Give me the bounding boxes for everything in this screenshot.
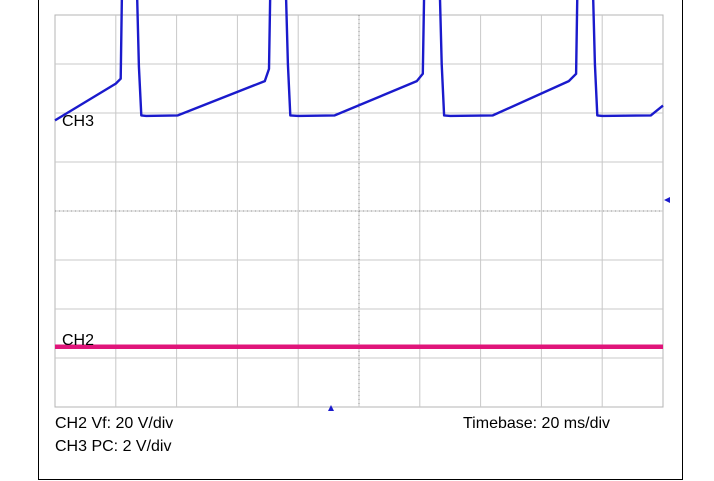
ch2-label: CH2 [62, 332, 95, 349]
trace-ch3 [54, 0, 664, 122]
figure-frame [38, 0, 683, 480]
ch3-scale-text: CH3 PC: 2 V/div [55, 438, 172, 455]
ch3-label: CH3 [62, 113, 95, 130]
traces [54, 0, 664, 349]
timebase-text: Timebase: 20 ms/div [463, 415, 611, 432]
trigger-marker-right [664, 197, 670, 203]
trigger-marker-bottom [328, 405, 334, 411]
grid [54, 14, 664, 408]
ch2-scale-text: CH2 Vf: 20 V/div [55, 415, 174, 432]
